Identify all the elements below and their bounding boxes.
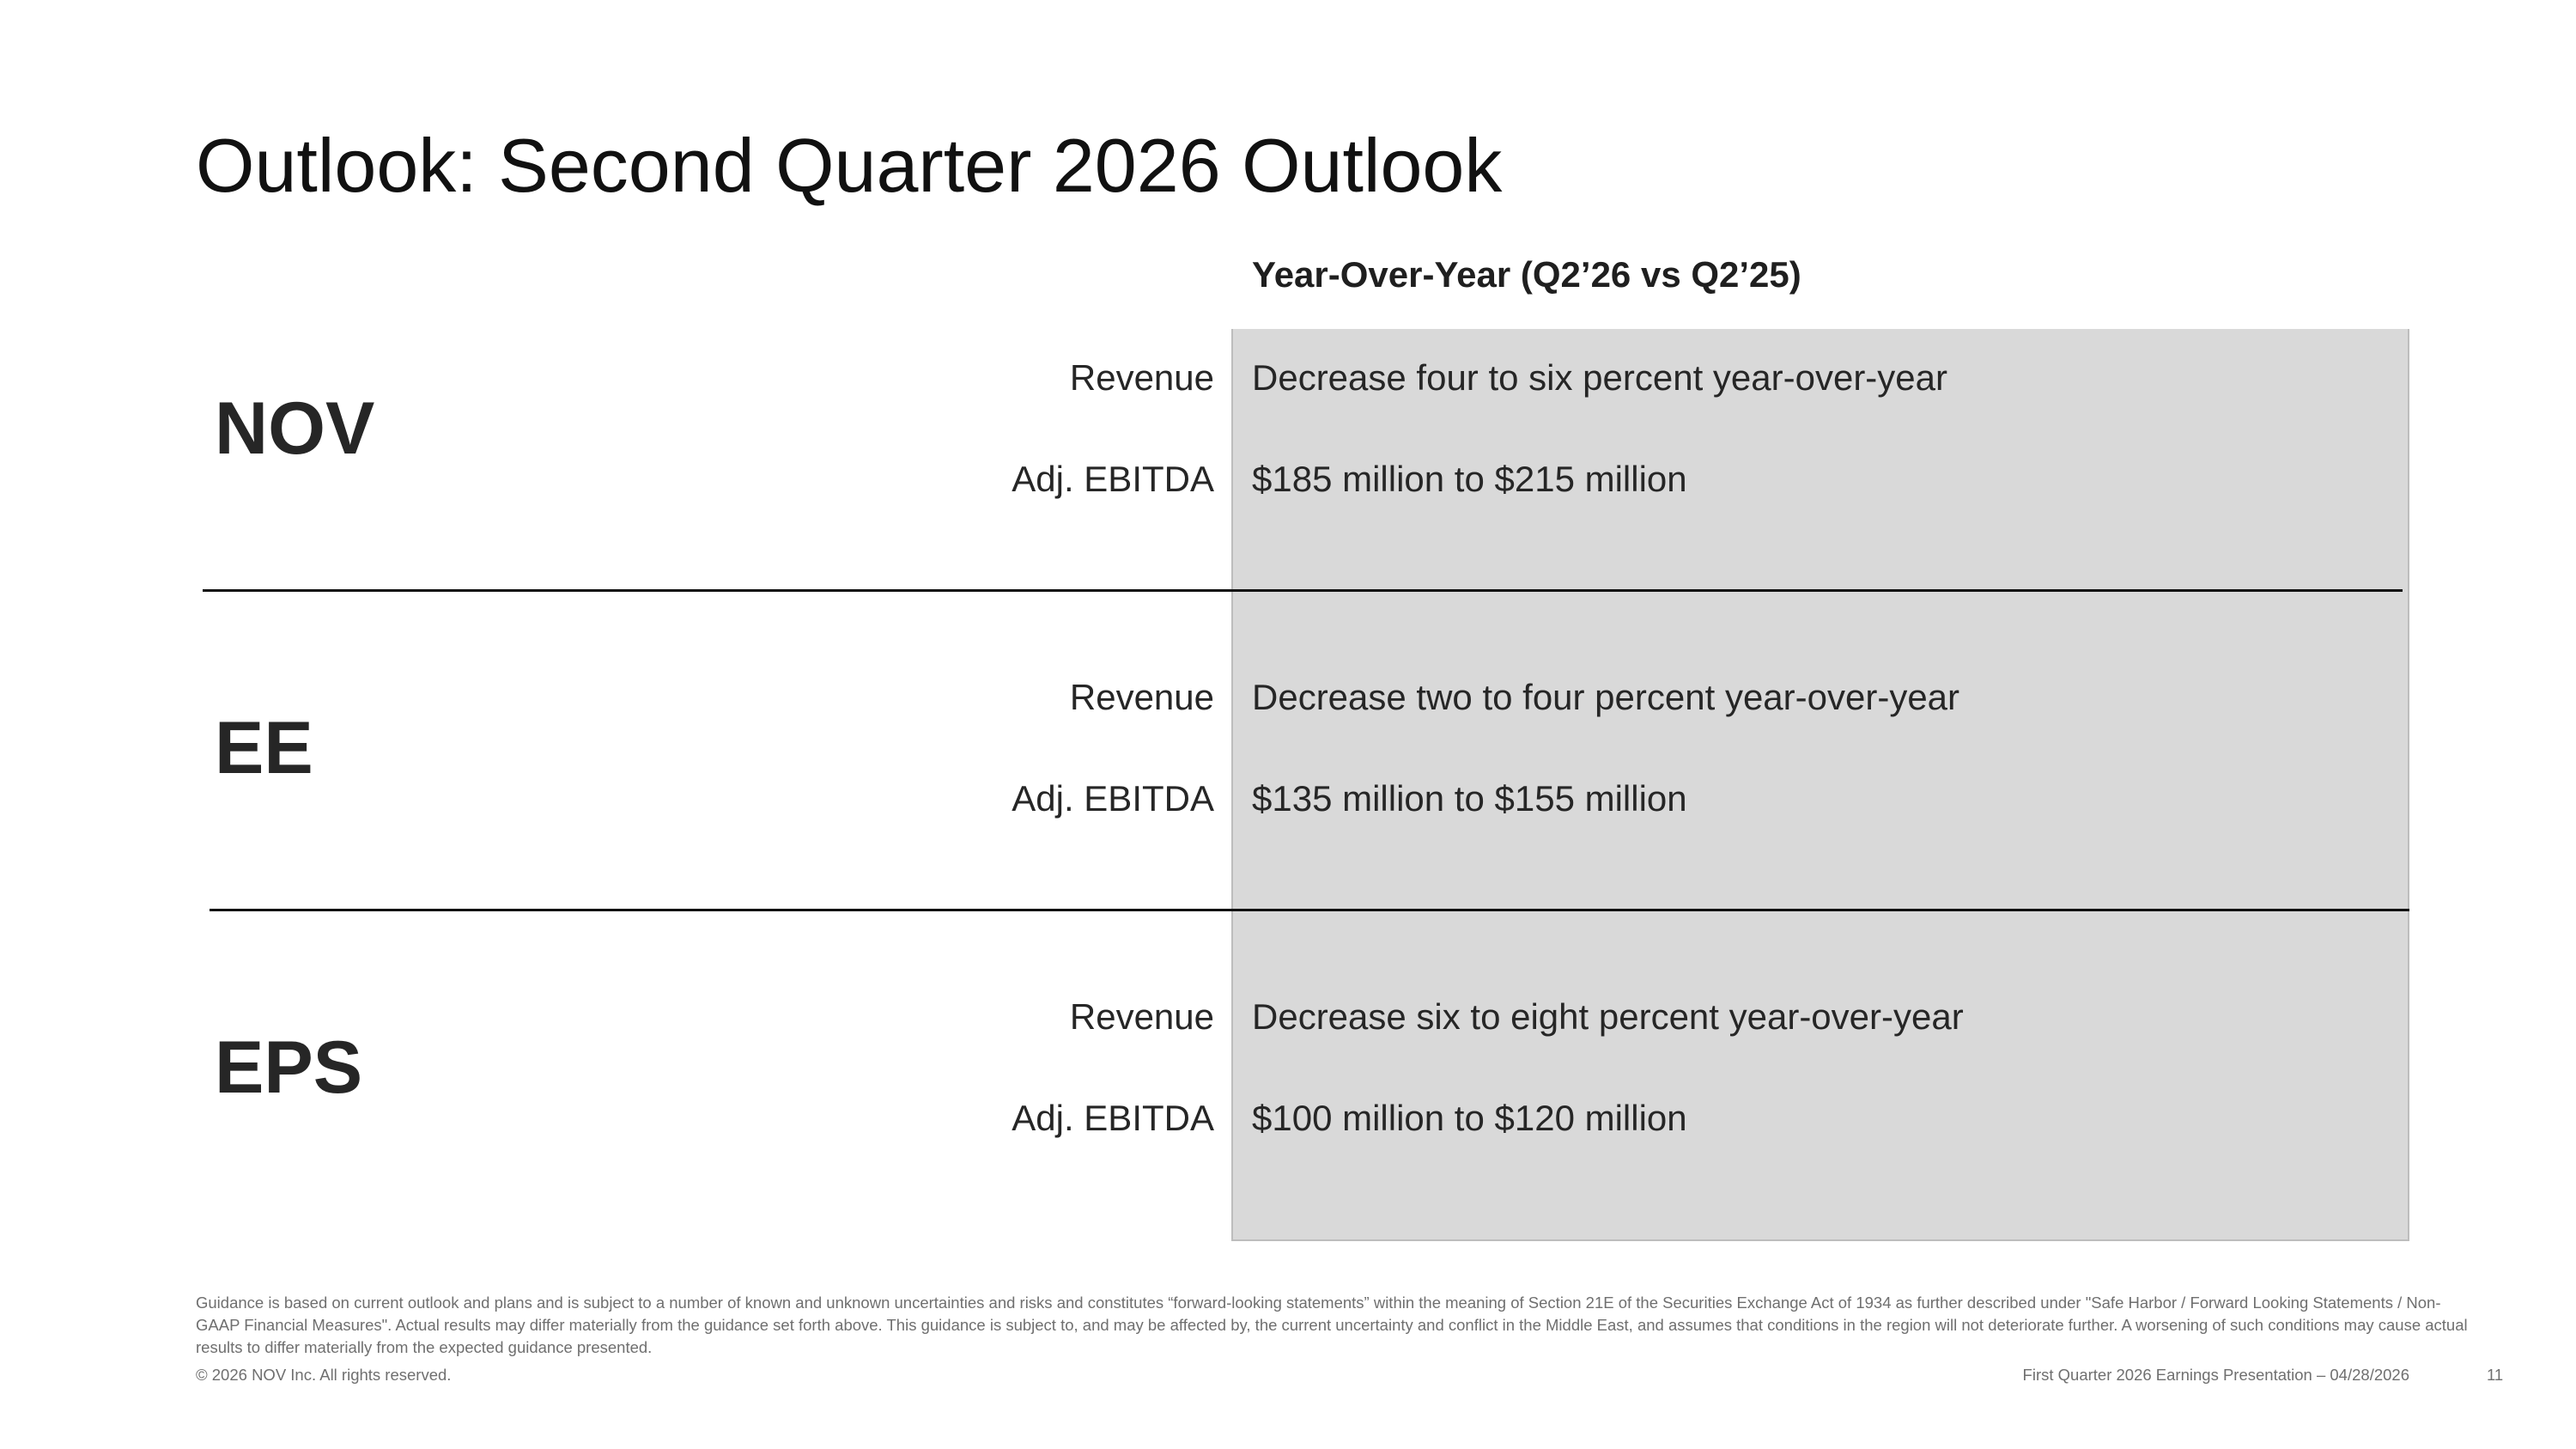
metric-label-adj-ebitda: Adj. EBITDA [1012,778,1214,819]
metric-label-adj-ebitda: Adj. EBITDA [1012,1098,1214,1138]
copyright-notice: © 2026 NOV Inc. All rights reserved. [196,1366,452,1384]
metric-value-adj-ebitda: $135 million to $155 million [1252,778,1687,819]
segment-label-eps: EPS [215,1026,363,1109]
metric-label-revenue: Revenue [1069,357,1214,398]
metric-value-adj-ebitda: $100 million to $120 million [1252,1098,1687,1138]
metric-value-revenue: Decrease two to four percent year-over-y… [1252,677,1960,717]
guidance-disclaimer: Guidance is based on current outlook and… [196,1294,2468,1356]
metric-label-revenue: Revenue [1069,996,1214,1037]
column-header: Year-Over-Year (Q2’26 vs Q2’25) [1252,254,1801,295]
section-divider [203,589,2403,592]
metric-label-adj-ebitda: Adj. EBITDA [1012,459,1214,499]
metric-value-revenue: Decrease four to six percent year-over-y… [1252,357,1947,398]
section-divider [210,909,2409,911]
segment-label-nov: NOV [215,387,375,470]
segment-label-ee: EE [215,707,313,789]
presentation-name: First Quarter 2026 Earnings Presentation… [2022,1366,2409,1384]
guidance-panel [1231,329,2409,1241]
page-number: 11 [2487,1366,2504,1384]
page-title: Outlook: Second Quarter 2026 Outlook [196,123,1503,208]
metric-value-adj-ebitda: $185 million to $215 million [1252,459,1687,499]
metric-label-revenue: Revenue [1069,677,1214,717]
metric-value-revenue: Decrease six to eight percent year-over-… [1252,996,1964,1037]
